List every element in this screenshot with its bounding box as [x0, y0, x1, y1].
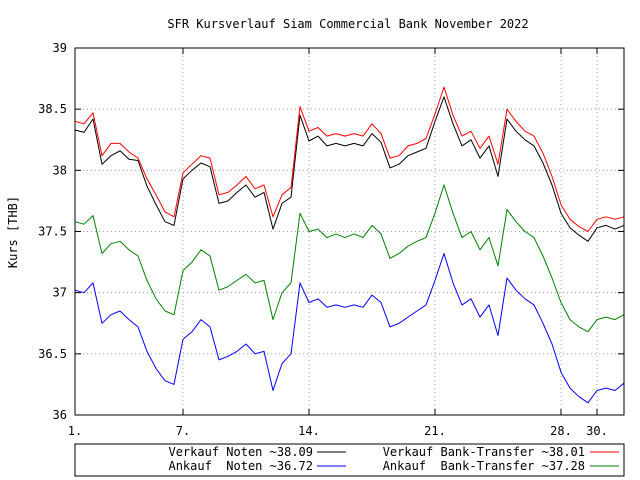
series-line-2	[74, 253, 625, 404]
x-tick-label: 30.	[586, 424, 608, 438]
x-tick-label: 14.	[298, 424, 320, 438]
y-tick-label: 36	[53, 408, 67, 422]
legend-series-name: Ankauf Bank-Transfer	[383, 459, 535, 473]
legend-value: ~38.09	[270, 445, 313, 459]
legend-spacer	[534, 459, 541, 473]
chart-title: SFR Kursverlauf Siam Commercial Bank Nov…	[167, 17, 528, 31]
legend-spacer	[534, 445, 541, 459]
legend-value: ~38.01	[542, 445, 585, 459]
y-tick-label: 38.5	[38, 102, 67, 116]
legend-series-name: Verkauf Noten	[168, 445, 262, 459]
legend-box	[74, 443, 625, 477]
legend: Verkauf Noten ~38.09 Verkauf Bank-Transfe…	[168, 445, 619, 473]
legend-entry-0: Verkauf Noten ~38.09	[168, 445, 313, 459]
series-line-0	[74, 96, 625, 242]
axis-ticks: 36 36.5 37 37.5 38 38.5 39 1. 7. 14. 21. 28. 30.	[38, 41, 624, 438]
legend-spacer	[262, 445, 269, 459]
legend-series-name: Ankauf Noten	[168, 459, 262, 473]
x-tick-label: 28.	[550, 424, 572, 438]
y-tick-label: 36.5	[38, 347, 67, 361]
legend-value: ~36.72	[270, 459, 313, 473]
series-line-1	[74, 86, 625, 232]
legend-entry-3: Ankauf Bank-Transfer ~37.28	[383, 459, 585, 473]
x-tick-label: 7.	[176, 424, 190, 438]
x-tick-label: 21.	[424, 424, 446, 438]
y-axis-label: Kurs [THB]	[6, 196, 20, 268]
legend-entry-1: Verkauf Bank-Transfer ~38.01	[383, 445, 585, 459]
legend-spacer	[262, 459, 269, 473]
series-line-3	[74, 184, 625, 333]
legend-value: ~37.28	[542, 459, 585, 473]
series-lines	[74, 86, 625, 404]
y-tick-label: 37.5	[38, 225, 67, 239]
y-tick-label: 37	[53, 286, 67, 300]
y-tick-label: 38	[53, 163, 67, 177]
x-tick-label: 1.	[68, 424, 82, 438]
legend-series-name: Verkauf Bank-Transfer	[383, 445, 535, 459]
y-tick-label: 39	[53, 41, 67, 55]
plot-frame	[74, 47, 625, 416]
legend-entry-2: Ankauf Noten ~36.72	[168, 459, 313, 473]
grid	[75, 48, 624, 415]
